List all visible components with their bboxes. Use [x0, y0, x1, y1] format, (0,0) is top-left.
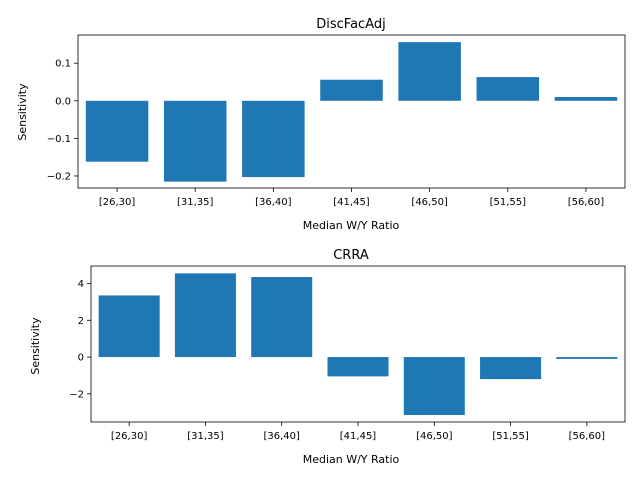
bar — [251, 277, 313, 358]
bar — [398, 42, 461, 101]
x-tick-label: [46,50] — [416, 431, 453, 442]
x-tick-label: [51,55] — [490, 197, 527, 208]
plot-frame — [90, 265, 626, 423]
bar — [174, 273, 236, 358]
y-axis-label: Sensitivity — [16, 83, 29, 141]
y-tick-label: 0.1 — [55, 59, 71, 70]
x-ticks: [26,30] [31,35] [36,40] [41,45] [46,50] [51,5… — [111, 422, 605, 442]
x-tick-label: [36,40] — [263, 431, 300, 442]
x-tick-label: [56,60] — [568, 197, 605, 208]
x-tick-label: [31,35] — [187, 431, 224, 442]
y-tick-label: −0.1 — [47, 134, 71, 145]
y-tick-label: 0.0 — [55, 96, 71, 107]
x-tick-label: [31,35] — [177, 197, 214, 208]
plot-frame — [77, 34, 626, 189]
bar — [403, 357, 465, 416]
bar — [85, 100, 149, 162]
bars — [85, 42, 618, 182]
y-tick-label: 4 — [78, 279, 84, 290]
bar — [163, 100, 227, 182]
x-tick-label: [36,40] — [255, 197, 292, 208]
x-tick-label: [26,30] — [99, 197, 136, 208]
bar — [556, 357, 618, 359]
bar — [327, 357, 389, 377]
y-tick-label: −0.2 — [47, 171, 71, 182]
y-tick-label: 0 — [78, 353, 84, 364]
bar — [242, 100, 305, 178]
x-tick-label: [46,50] — [411, 197, 448, 208]
x-tick-label: [41,45] — [333, 197, 370, 208]
chart-title: DiscFacAdj — [316, 17, 385, 32]
y-axis-label: Sensitivity — [29, 317, 42, 375]
y-tick-label: 2 — [78, 316, 84, 327]
subplot-crra: CRRA Median W/Y Ratio Sensitivity [26,30… — [29, 248, 626, 466]
bar — [476, 77, 540, 101]
y-ticks: −2 0 2 4 — [69, 279, 91, 400]
x-axis-label: Median W/Y Ratio — [303, 219, 400, 232]
x-tick-label: [41,45] — [340, 431, 377, 442]
subplot-discfacadj: DiscFacAdj Median W/Y Ratio Sensitivity … — [16, 17, 626, 232]
bars — [98, 273, 618, 416]
x-axis-label: Median W/Y Ratio — [303, 453, 400, 466]
bar — [554, 97, 618, 101]
y-ticks: −0.2 −0.1 0.0 0.1 — [47, 59, 78, 182]
bar — [480, 357, 542, 380]
bar — [320, 79, 383, 101]
y-tick-label: −2 — [69, 389, 84, 400]
x-tick-label: [26,30] — [111, 431, 148, 442]
bar — [98, 295, 160, 358]
x-tick-label: [56,60] — [569, 431, 606, 442]
x-tick-label: [51,55] — [492, 431, 529, 442]
x-ticks: [26,30] [31,35] [36,40] [41,45] [46,50] [51,5… — [99, 188, 604, 208]
chart-title: CRRA — [333, 248, 369, 263]
